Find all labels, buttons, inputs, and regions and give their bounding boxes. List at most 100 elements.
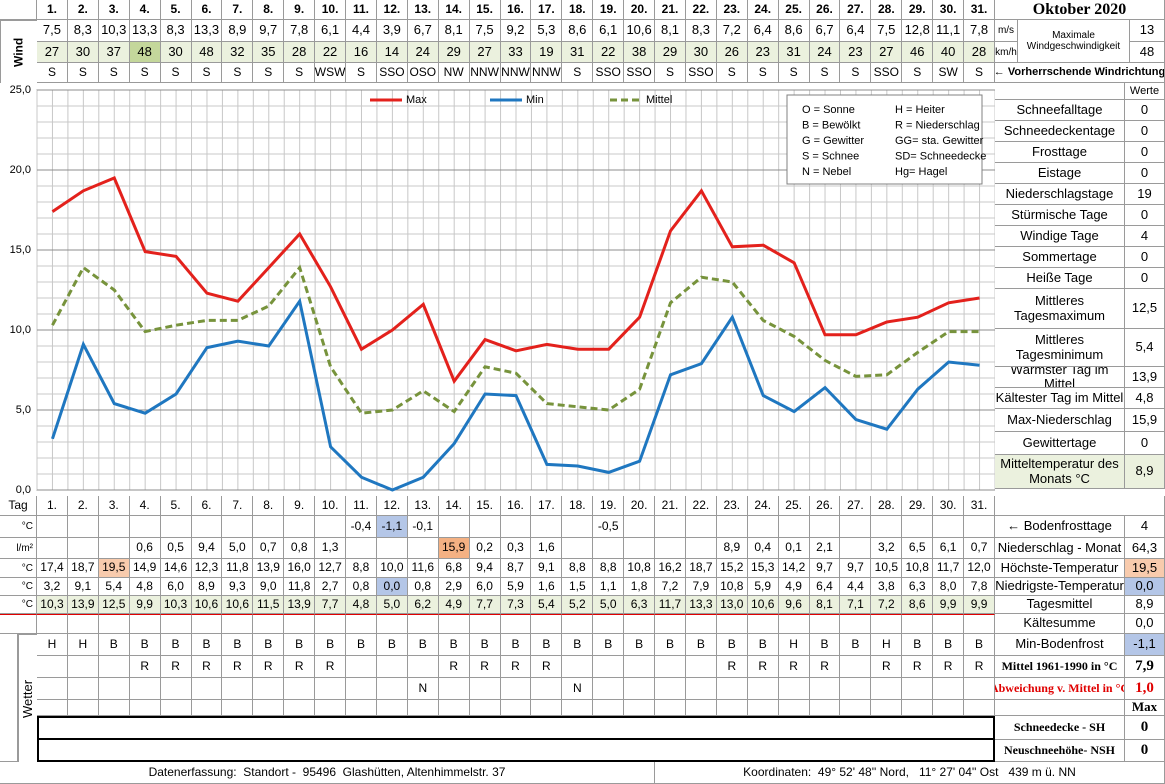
daily-value: 9,1 (67, 578, 99, 596)
daily-value: 6,8 (438, 559, 470, 578)
daily-value: 8,8 (346, 559, 377, 578)
wind-direction: NNW (531, 63, 563, 83)
direction-label: ← Vorherrschende Windrichtung (995, 63, 1165, 83)
weather-code: B (469, 634, 501, 656)
day-label: 7. (222, 0, 254, 20)
unit-label: °C (0, 596, 37, 614)
day-label: 29. (902, 496, 934, 516)
wind-direction: S (160, 63, 192, 83)
daily-value: 4,9 (778, 578, 810, 596)
daily-value: 19,5 (98, 559, 130, 578)
weather-code (346, 678, 377, 700)
weather-code (346, 700, 377, 716)
wind-direction: S (809, 63, 841, 83)
daily-value (67, 516, 99, 538)
daily-value: 1,1 (593, 578, 625, 596)
daily-value: 5,0 (376, 596, 408, 614)
weather-code (346, 656, 377, 678)
weather-code: B (933, 634, 965, 656)
weather-code (531, 700, 563, 716)
daily-value (902, 516, 934, 538)
daily-value: 11,6 (407, 559, 439, 578)
daily-value: 17,4 (37, 559, 68, 578)
wind-direction: OSO (407, 63, 439, 83)
daily-value (37, 516, 68, 538)
summary-value: 0,0 (1125, 578, 1165, 596)
daily-value (315, 516, 347, 538)
daily-value: 9,9 (129, 596, 161, 614)
unit-ms: m/s (995, 20, 1018, 42)
wind-ms: 7,8 (964, 20, 995, 42)
daily-value: 9,7 (840, 559, 872, 578)
summary-label: Kältesumme (995, 614, 1125, 634)
daily-value: 10,3 (160, 596, 192, 614)
weather-code (809, 700, 841, 716)
wind-ms: 6,1 (593, 20, 625, 42)
stats-label: Heiße Tage (995, 268, 1125, 289)
daily-value: 1,5 (562, 578, 594, 596)
daily-value: 10,8 (902, 559, 934, 578)
wind-ms: 7,5 (37, 20, 68, 42)
blank-cell (315, 614, 347, 634)
daily-value (469, 516, 501, 538)
daily-value: 10,6 (191, 596, 223, 614)
daily-value: 1,6 (531, 538, 563, 559)
daily-value: 0,1 (778, 538, 810, 559)
day-label: 21. (655, 0, 686, 20)
wind-kmh: 27 (871, 42, 903, 63)
weather-code (685, 678, 717, 700)
max-wind-ms: 13 (1130, 20, 1165, 42)
daily-value: 15,3 (747, 559, 779, 578)
stats-value: 12,5 (1125, 289, 1165, 329)
daily-value: 16,2 (655, 559, 686, 578)
day-label: 8. (253, 0, 285, 20)
weather-code: B (500, 634, 532, 656)
weather-code: R (964, 656, 995, 678)
daily-value: 10,3 (37, 596, 68, 614)
weather-code (129, 678, 161, 700)
wind-direction: S (191, 63, 223, 83)
daily-value (964, 516, 995, 538)
daily-value: 13,9 (67, 596, 99, 614)
wind-direction: S (253, 63, 285, 83)
daily-value: 10,8 (716, 578, 748, 596)
legend-label: Max (406, 94, 427, 106)
weather-code: R (438, 656, 470, 678)
wind-ms: 10,3 (98, 20, 130, 42)
weather-code (438, 700, 470, 716)
legend-key: Hg= Hagel (895, 166, 947, 178)
legend-key: GG= sta. Gewitter (895, 135, 984, 147)
daily-value: -0,4 (346, 516, 377, 538)
daily-value (407, 538, 439, 559)
stats-label: Wärmster Tag im Mittel (995, 367, 1125, 388)
weather-code (531, 678, 563, 700)
weather-code: N (407, 678, 439, 700)
blank-cell (253, 614, 285, 634)
day-label: 31. (964, 0, 995, 20)
legend-key: O = Sonne (802, 104, 855, 116)
weather-code: R (778, 656, 810, 678)
stats-value: 5,4 (1125, 329, 1165, 367)
stats-value: 0 (1125, 100, 1165, 121)
stats-value: 0 (1125, 247, 1165, 268)
daily-value: 3,8 (871, 578, 903, 596)
weather-code (593, 656, 625, 678)
stats-label: Windige Tage (995, 226, 1125, 247)
weather-code: R (253, 656, 285, 678)
day-label: 2. (67, 496, 99, 516)
weather-code (315, 700, 347, 716)
day-label: 17. (531, 496, 563, 516)
weather-code (37, 678, 68, 700)
daily-value: 7,1 (840, 596, 872, 614)
daily-value (191, 516, 223, 538)
day-label: 28. (871, 496, 903, 516)
stats-value: 4 (1125, 226, 1165, 247)
wind-direction: WSW (315, 63, 347, 83)
stats-label: Gewittertage (995, 432, 1125, 455)
daily-value: 0,8 (284, 538, 316, 559)
wind-ms: 6,7 (407, 20, 439, 42)
daily-value: 6,4 (809, 578, 841, 596)
day-label: 30. (933, 496, 965, 516)
series-line (51, 264, 980, 415)
daily-value (593, 538, 625, 559)
